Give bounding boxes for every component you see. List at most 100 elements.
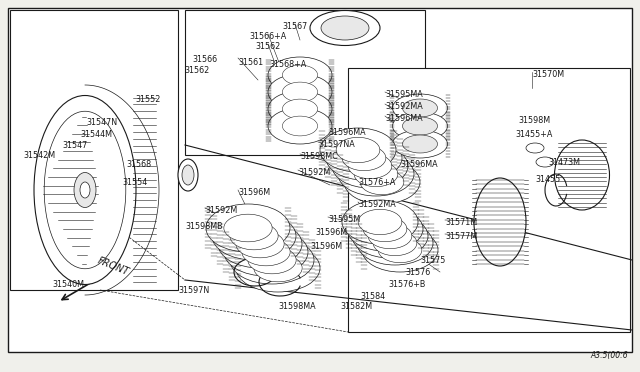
Ellipse shape — [268, 74, 332, 110]
Ellipse shape — [254, 254, 302, 282]
Ellipse shape — [74, 173, 96, 208]
Text: 31595M: 31595M — [328, 215, 360, 224]
Text: 31592MA: 31592MA — [385, 102, 423, 111]
Ellipse shape — [392, 130, 447, 158]
Text: 31562: 31562 — [185, 66, 210, 75]
Text: 31596M: 31596M — [310, 242, 342, 251]
Text: 31473M: 31473M — [548, 158, 580, 167]
Ellipse shape — [332, 144, 408, 188]
Text: 31592MA: 31592MA — [358, 200, 396, 209]
Ellipse shape — [378, 237, 422, 263]
Ellipse shape — [536, 157, 554, 167]
Text: 31554: 31554 — [123, 178, 148, 187]
Bar — [348, 68, 630, 332]
Text: 31570M: 31570M — [532, 70, 564, 79]
Bar — [10, 10, 178, 290]
Text: 31596MA: 31596MA — [328, 128, 365, 137]
Text: 31595MA: 31595MA — [385, 90, 423, 99]
Ellipse shape — [363, 217, 407, 242]
Ellipse shape — [344, 160, 420, 204]
Ellipse shape — [182, 165, 194, 185]
Bar — [185, 10, 425, 155]
Ellipse shape — [554, 140, 609, 210]
Text: 31582M: 31582M — [340, 302, 372, 311]
Ellipse shape — [362, 228, 438, 272]
Ellipse shape — [348, 153, 392, 179]
Ellipse shape — [342, 200, 418, 244]
Text: 31566: 31566 — [193, 55, 218, 64]
Ellipse shape — [526, 143, 544, 153]
Ellipse shape — [360, 169, 404, 195]
Ellipse shape — [338, 152, 414, 196]
Text: 31547N: 31547N — [87, 118, 118, 127]
Ellipse shape — [310, 10, 380, 45]
Ellipse shape — [392, 94, 447, 122]
Text: 31562: 31562 — [255, 42, 280, 51]
Ellipse shape — [347, 207, 423, 251]
Ellipse shape — [354, 161, 398, 187]
Ellipse shape — [368, 223, 412, 248]
Ellipse shape — [282, 116, 317, 136]
Ellipse shape — [230, 236, 314, 284]
Text: 31575: 31575 — [420, 256, 445, 265]
Text: 31544M: 31544M — [80, 130, 112, 139]
Ellipse shape — [352, 214, 428, 258]
Ellipse shape — [212, 212, 296, 260]
Text: 31552: 31552 — [135, 95, 161, 104]
Text: 31592M: 31592M — [205, 206, 237, 215]
Text: 31598MB: 31598MB — [185, 222, 223, 231]
Text: 31596MA: 31596MA — [400, 160, 438, 169]
Text: 31598MA: 31598MA — [278, 302, 316, 311]
Text: 31455: 31455 — [535, 175, 560, 184]
Text: 31596M: 31596M — [315, 228, 347, 237]
Ellipse shape — [326, 136, 402, 180]
Ellipse shape — [268, 108, 332, 144]
Ellipse shape — [242, 238, 290, 266]
Ellipse shape — [178, 159, 198, 191]
Ellipse shape — [403, 117, 438, 135]
Text: 31576+B: 31576+B — [388, 280, 426, 289]
Ellipse shape — [373, 230, 417, 256]
Ellipse shape — [321, 16, 369, 40]
Ellipse shape — [358, 209, 402, 235]
Ellipse shape — [44, 111, 126, 269]
Text: 31596M: 31596M — [238, 188, 270, 197]
Ellipse shape — [224, 228, 308, 276]
Text: 31566+A: 31566+A — [250, 32, 287, 41]
Text: 31577M: 31577M — [445, 232, 477, 241]
Ellipse shape — [403, 135, 438, 153]
Text: FRONT: FRONT — [96, 255, 131, 277]
Text: 31547: 31547 — [63, 141, 88, 150]
Ellipse shape — [320, 128, 396, 172]
Text: 31598M: 31598M — [518, 116, 550, 125]
Text: 31576+A: 31576+A — [358, 178, 396, 187]
Ellipse shape — [282, 82, 317, 102]
Ellipse shape — [206, 204, 290, 252]
Text: 31584: 31584 — [360, 292, 385, 301]
Text: 31561: 31561 — [238, 58, 263, 67]
Text: 31597N: 31597N — [178, 286, 209, 295]
Text: 31567: 31567 — [282, 22, 308, 31]
Ellipse shape — [34, 96, 136, 285]
Ellipse shape — [248, 246, 296, 274]
Text: A3.5(00:6: A3.5(00:6 — [590, 351, 628, 360]
Text: 31455+A: 31455+A — [515, 130, 552, 139]
Ellipse shape — [230, 222, 278, 250]
Ellipse shape — [282, 65, 317, 85]
Text: 31568: 31568 — [127, 160, 152, 169]
Ellipse shape — [80, 182, 90, 198]
Ellipse shape — [392, 112, 447, 140]
Text: 31571M: 31571M — [445, 218, 477, 227]
Ellipse shape — [357, 221, 433, 265]
Ellipse shape — [236, 244, 320, 292]
Ellipse shape — [403, 99, 438, 117]
Ellipse shape — [268, 57, 332, 93]
Text: 31576: 31576 — [405, 268, 430, 277]
Text: 31596MA: 31596MA — [385, 114, 422, 123]
Ellipse shape — [236, 230, 284, 258]
Text: 31568+A: 31568+A — [269, 60, 307, 69]
Ellipse shape — [268, 91, 332, 127]
Text: 31597NA: 31597NA — [318, 140, 355, 149]
Text: 31542M: 31542M — [24, 151, 56, 160]
Text: 31598MC: 31598MC — [300, 152, 338, 161]
